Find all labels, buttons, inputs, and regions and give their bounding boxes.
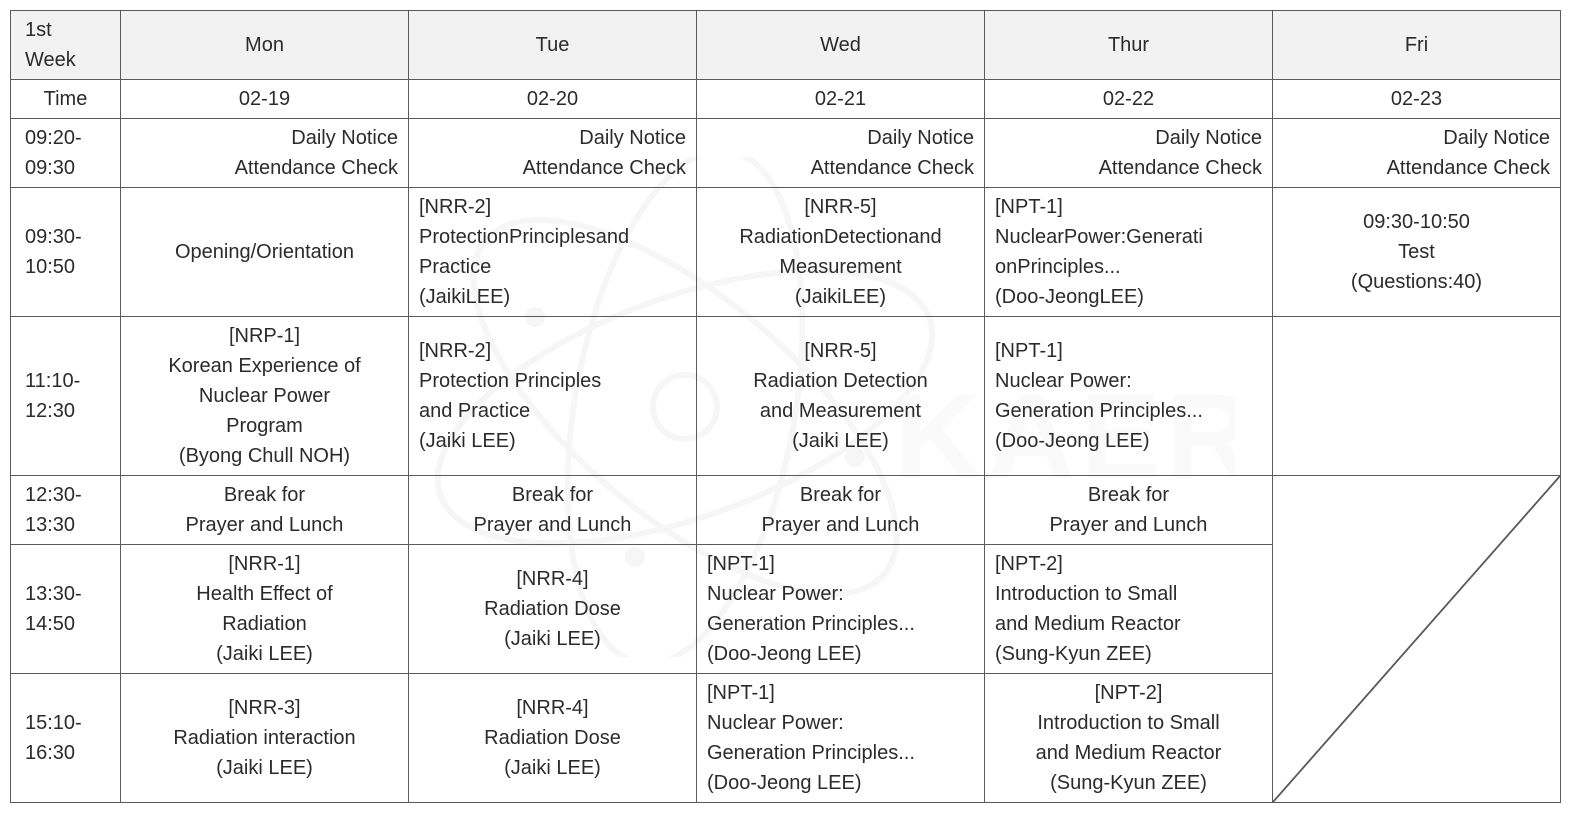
schedule-cell: 09:30-10:50 Test (Questions:40): [1273, 188, 1561, 317]
schedule-cell: [1273, 476, 1561, 803]
schedule-body: Time02-1902-2002-2102-2202-2309:20- 09:3…: [11, 80, 1561, 803]
schedule-cell: [NPT-2] Introduction to Small and Medium…: [985, 674, 1273, 803]
schedule-cell: Daily Notice Attendance Check: [1273, 119, 1561, 188]
date-cell: 02-23: [1273, 80, 1561, 119]
schedule-cell: [NRP-1] Korean Experience of Nuclear Pow…: [121, 317, 409, 476]
time-cell: 09:20- 09:30: [11, 119, 121, 188]
header-day: Wed: [697, 11, 985, 80]
date-cell: 02-22: [985, 80, 1273, 119]
header-day: Thur: [985, 11, 1273, 80]
schedule-row: 09:30- 10:50Opening/Orientation[NRR-2] P…: [11, 188, 1561, 317]
schedule-cell: [NRR-3] Radiation interaction (Jaiki LEE…: [121, 674, 409, 803]
time-cell: 12:30- 13:30: [11, 476, 121, 545]
header-row-days: 1st Week Mon Tue Wed Thur Fri: [11, 11, 1561, 80]
schedule-cell: Break for Prayer and Lunch: [697, 476, 985, 545]
schedule-row: 09:20- 09:30Daily Notice Attendance Chec…: [11, 119, 1561, 188]
time-label: Time: [11, 80, 121, 119]
schedule-cell: [1273, 317, 1561, 476]
time-cell: 09:30- 10:50: [11, 188, 121, 317]
date-cell: 02-19: [121, 80, 409, 119]
schedule-cell: Daily Notice Attendance Check: [409, 119, 697, 188]
schedule-table: 1st Week Mon Tue Wed Thur Fri Time02-190…: [10, 10, 1561, 803]
schedule-cell: Break for Prayer and Lunch: [409, 476, 697, 545]
schedule-row: 12:30- 13:30Break for Prayer and LunchBr…: [11, 476, 1561, 545]
header-day: Mon: [121, 11, 409, 80]
schedule-cell: [NRR-5] RadiationDetectionand Measuremen…: [697, 188, 985, 317]
time-cell: 15:10- 16:30: [11, 674, 121, 803]
schedule-cell: [NRR-2] Protection Principles and Practi…: [409, 317, 697, 476]
header-day: Tue: [409, 11, 697, 80]
schedule-cell: [NRR-4] Radiation Dose (Jaiki LEE): [409, 674, 697, 803]
schedule-cell: [NRR-2] ProtectionPrinciplesand Practice…: [409, 188, 697, 317]
header-corner: 1st Week: [11, 11, 121, 80]
schedule-cell: Daily Notice Attendance Check: [121, 119, 409, 188]
schedule-cell: [NPT-1] Nuclear Power: Generation Princi…: [697, 545, 985, 674]
schedule-cell: [NPT-1] Nuclear Power: Generation Princi…: [985, 317, 1273, 476]
schedule-cell: [NPT-1] Nuclear Power: Generation Princi…: [697, 674, 985, 803]
time-cell: 13:30- 14:50: [11, 545, 121, 674]
date-cell: 02-21: [697, 80, 985, 119]
schedule-cell: [NRR-4] Radiation Dose (Jaiki LEE): [409, 545, 697, 674]
schedule-row: 11:10- 12:30[NRP-1] Korean Experience of…: [11, 317, 1561, 476]
schedule-cell: [NRR-1] Health Effect of Radiation (Jaik…: [121, 545, 409, 674]
schedule-cell: Daily Notice Attendance Check: [985, 119, 1273, 188]
schedule-cell: [NPT-2] Introduction to Small and Medium…: [985, 545, 1273, 674]
schedule-cell: Break for Prayer and Lunch: [121, 476, 409, 545]
date-cell: 02-20: [409, 80, 697, 119]
header-day: Fri: [1273, 11, 1561, 80]
time-cell: 11:10- 12:30: [11, 317, 121, 476]
schedule-cell: Break for Prayer and Lunch: [985, 476, 1273, 545]
schedule-cell: Daily Notice Attendance Check: [697, 119, 985, 188]
schedule-cell: Opening/Orientation: [121, 188, 409, 317]
schedule-cell: [NRR-5] Radiation Detection and Measurem…: [697, 317, 985, 476]
date-row: Time02-1902-2002-2102-2202-23: [11, 80, 1561, 119]
schedule-cell: [NPT-1] NuclearPower:Generati onPrincipl…: [985, 188, 1273, 317]
